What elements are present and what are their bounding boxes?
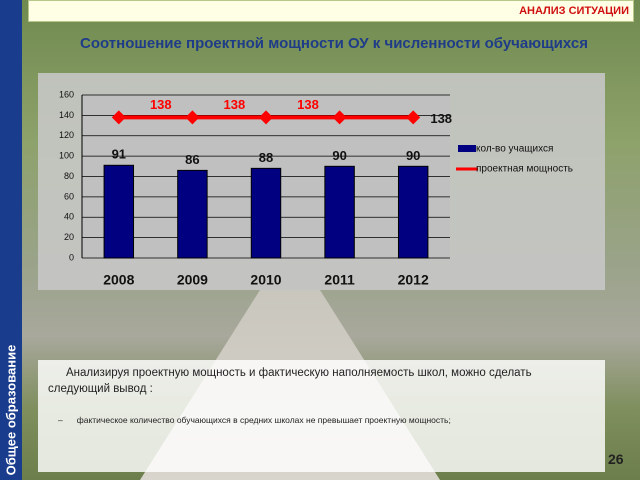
x-tick-label: 2010 bbox=[250, 272, 281, 288]
y-tick-label: 140 bbox=[59, 110, 74, 120]
sidebar: Общее образование bbox=[0, 0, 22, 480]
line-label: 138 bbox=[430, 111, 452, 126]
bar-label: 91 bbox=[112, 147, 126, 162]
legend-swatch bbox=[458, 145, 476, 152]
x-tick-label: 2008 bbox=[103, 272, 134, 288]
top-bar: АНАЛИЗ СИТУАЦИИ bbox=[28, 0, 634, 22]
bar-label: 88 bbox=[259, 150, 273, 165]
line-label: 138 bbox=[297, 97, 319, 112]
marker bbox=[259, 110, 273, 125]
y-tick-label: 0 bbox=[69, 252, 74, 262]
bar-label: 86 bbox=[185, 152, 199, 167]
bar-label: 90 bbox=[406, 148, 420, 163]
section-label: АНАЛИЗ СИТУАЦИИ bbox=[519, 5, 629, 17]
bar bbox=[177, 169, 208, 259]
y-tick-label: 80 bbox=[64, 171, 74, 181]
chart-title: Соотношение проектной мощности ОУ к числ… bbox=[80, 35, 588, 52]
y-tick-label: 60 bbox=[64, 191, 74, 201]
y-tick-label: 120 bbox=[59, 130, 74, 140]
marker bbox=[111, 110, 126, 125]
y-tick-label: 100 bbox=[59, 151, 74, 161]
marker bbox=[406, 110, 421, 125]
x-tick-label: 2009 bbox=[177, 272, 208, 288]
marker bbox=[185, 110, 200, 125]
paragraph: Анализируя проектную мощность и фактичес… bbox=[48, 367, 532, 395]
marker bbox=[332, 110, 347, 125]
bullet-dash: – bbox=[58, 415, 63, 425]
bar bbox=[103, 164, 135, 259]
line-label: 138 bbox=[224, 97, 246, 112]
bullet: – фактическое количество обучающихся в ср… bbox=[58, 415, 451, 425]
y-tick-label: 40 bbox=[64, 212, 74, 222]
legend-label: проектная мощность bbox=[476, 164, 573, 175]
bar bbox=[324, 165, 355, 259]
y-tick-label: 160 bbox=[59, 89, 74, 99]
line-label: 138 bbox=[150, 97, 172, 112]
bar bbox=[397, 165, 429, 259]
x-tick-label: 2011 bbox=[324, 272, 355, 288]
bar-label: 90 bbox=[332, 148, 346, 163]
page-number: 26 bbox=[608, 451, 624, 467]
x-tick-label: 2012 bbox=[398, 272, 429, 288]
y-tick-label: 20 bbox=[64, 232, 74, 242]
bar bbox=[250, 167, 282, 259]
text-box: Анализируя проектную мощность и фактичес… bbox=[38, 360, 605, 472]
legend-label: кол-во учащихся bbox=[476, 144, 553, 155]
bullet-text: фактическое количество обучающихся в сре… bbox=[76, 415, 451, 425]
